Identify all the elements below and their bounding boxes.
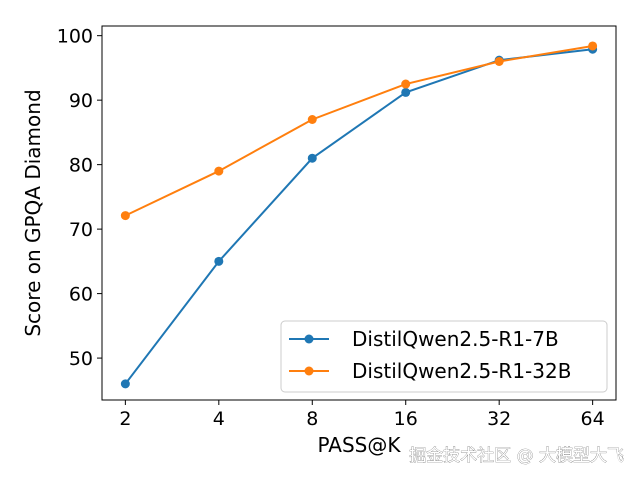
x-tick-label: 32 [487, 408, 511, 430]
y-axis-label: Score on GPQA Diamond [21, 89, 45, 336]
y-tick-label: 80 [69, 155, 93, 177]
x-tick-label: 2 [119, 408, 131, 430]
x-tick-label: 4 [213, 408, 225, 430]
series-2-point [120, 211, 130, 221]
y-tick-label: 100 [57, 26, 93, 48]
legend-marker-2 [304, 366, 314, 376]
y-tick-label: 50 [69, 348, 93, 370]
x-axis-label: PASS@K [318, 433, 402, 457]
series-2-point [307, 115, 317, 124]
plot-frame [101, 25, 617, 401]
series-2-point [494, 56, 504, 66]
y-tick-label: 60 [69, 284, 93, 306]
legend-marker-1 [304, 334, 314, 344]
x-tick-label: 8 [306, 408, 318, 430]
x-tick-label: 16 [394, 408, 418, 430]
series-1-point [214, 256, 224, 266]
legend-label-2: DistilQwen2.5-R1-32B [352, 359, 571, 383]
y-tick-label: 70 [69, 219, 93, 241]
series-1-point [401, 87, 411, 97]
legend-label-1: DistilQwen2.5-R1-7B [352, 327, 559, 351]
series-1-point [120, 379, 130, 389]
series-line-2 [124, 45, 593, 217]
series-1-point [307, 153, 317, 163]
series-2-point [401, 79, 411, 89]
watermark-text: 掘金技术社区 @ 大模型大飞 [409, 446, 624, 466]
legend-box [280, 320, 608, 393]
legend: DistilQwen2.5-R1-7B DistilQwen2.5-R1-32B [280, 320, 608, 393]
series-group [120, 41, 598, 389]
series-2-point [588, 41, 598, 51]
x-tick-label: 64 [581, 408, 605, 430]
series-2-point [214, 166, 224, 176]
y-tick-label: 90 [69, 90, 93, 112]
axes: 2 4 8 16 32 64 50 60 70 80 90 100 [57, 26, 605, 430]
